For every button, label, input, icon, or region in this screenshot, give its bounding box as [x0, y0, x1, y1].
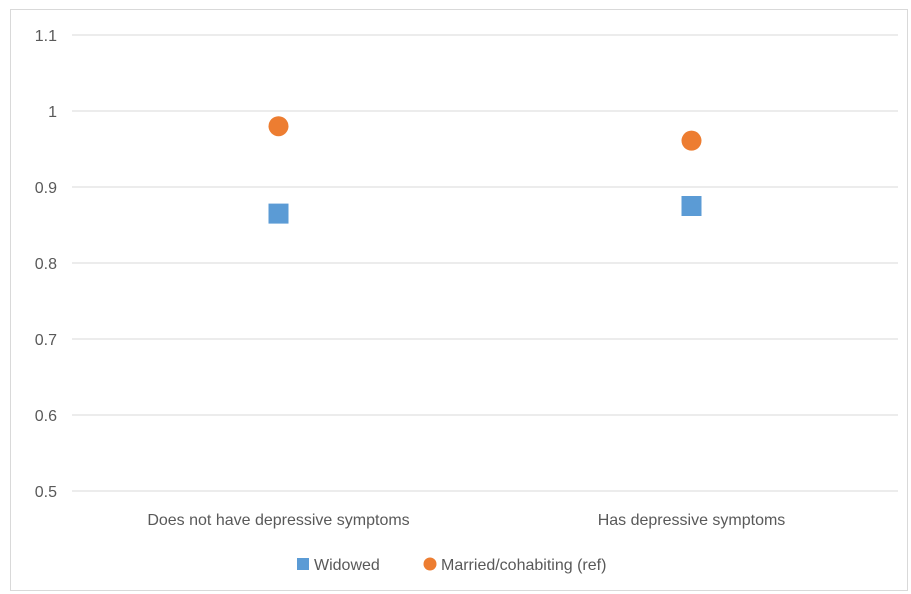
legend-label: Widowed — [314, 557, 380, 574]
legend-square-icon — [297, 558, 309, 570]
married-cohabiting-marker — [268, 116, 289, 137]
y-tick-label: 0.8 — [35, 256, 57, 273]
gridlines — [72, 34, 898, 492]
legend: Widowed Married/cohabiting (ref) — [297, 557, 606, 574]
chart-frame — [10, 9, 908, 591]
y-tick-label: 0.5 — [35, 484, 57, 501]
widowed-marker — [681, 196, 702, 216]
x-category-label: Has depressive symptoms — [598, 512, 786, 529]
y-tick-label: 1.1 — [35, 28, 57, 45]
x-category-label: Does not have depressive symptoms — [147, 512, 409, 529]
y-tick-label: 1 — [48, 104, 57, 121]
x-axis-category-labels: Does not have depressive symptoms Has dep… — [147, 512, 785, 529]
married-cohabiting-marker — [681, 130, 702, 151]
y-axis-tick-labels: 0.5 0.6 0.7 0.8 0.9 1 1.1 — [35, 28, 57, 501]
legend-circle-icon — [423, 557, 437, 571]
y-tick-label: 0.7 — [35, 332, 57, 349]
legend-label: Married/cohabiting (ref) — [441, 557, 606, 574]
y-tick-label: 0.6 — [35, 408, 57, 425]
data-markers — [268, 116, 702, 224]
y-tick-label: 0.9 — [35, 180, 57, 197]
widowed-marker — [268, 203, 289, 224]
